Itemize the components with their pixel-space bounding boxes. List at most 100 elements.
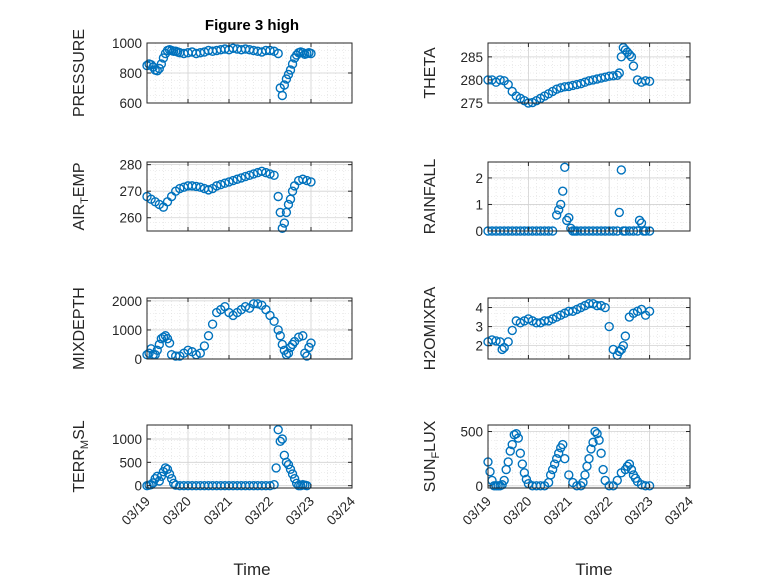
data-point — [644, 306, 655, 317]
data-point — [562, 215, 572, 226]
subplot-h2omixra: 2 3 4 H2OMIXRA — [422, 286, 691, 370]
y-axis-label: AIRTEMP — [71, 162, 91, 230]
data-point — [168, 478, 179, 489]
data-point — [164, 469, 175, 479]
x-axis-label-right: Time — [575, 560, 612, 579]
data-point — [304, 342, 314, 353]
y-tick-label: 4 — [475, 301, 483, 316]
y-axis-label-part: SL — [71, 420, 88, 440]
data-point — [624, 49, 635, 60]
data-series — [142, 43, 316, 101]
data-point — [265, 480, 275, 491]
data-point — [503, 79, 513, 90]
data-point — [521, 474, 532, 485]
data-point — [203, 331, 214, 341]
data-point — [604, 321, 614, 332]
data-point — [203, 185, 214, 195]
subplot-rainfall: 0 1 2 RAINFALL — [422, 159, 691, 239]
data-point — [614, 207, 624, 218]
data-point — [248, 169, 259, 179]
y-tick-label: 260 — [119, 211, 142, 226]
data-point — [586, 444, 596, 454]
data-point — [503, 337, 513, 347]
data-point — [154, 63, 165, 74]
data-point — [485, 467, 495, 477]
data-point — [164, 338, 175, 348]
data-series — [142, 299, 316, 361]
data-point — [287, 469, 298, 479]
data-point — [594, 435, 604, 445]
data-point — [306, 177, 316, 187]
data-point — [499, 475, 509, 486]
data-point — [576, 78, 586, 89]
data-point — [558, 186, 568, 196]
data-point — [236, 173, 247, 183]
x-axis-label-left: Time — [233, 560, 270, 579]
data-point — [232, 174, 242, 184]
axes-box — [146, 297, 353, 360]
data-point — [614, 68, 624, 78]
data-point — [306, 338, 316, 348]
axes-box — [146, 424, 353, 489]
data-point — [211, 181, 222, 191]
y-tick-label: 280 — [460, 73, 483, 88]
y-tick-label: 800 — [119, 66, 142, 81]
y-tick-label: 1000 — [112, 432, 142, 447]
subplot-pressure: 600 800 1000 PRESSURE — [71, 29, 353, 117]
data-point — [253, 299, 263, 309]
data-point — [549, 459, 560, 469]
data-point — [216, 179, 226, 190]
data-point — [560, 162, 570, 173]
data-point — [285, 65, 296, 75]
y-tick-label: 285 — [460, 50, 483, 65]
data-point — [545, 470, 556, 480]
data-point — [275, 436, 285, 447]
data-point — [503, 457, 513, 467]
y-tick-label: 1000 — [112, 323, 142, 338]
data-point — [244, 170, 255, 180]
data-point — [199, 341, 210, 351]
data-point — [277, 339, 287, 350]
data-point — [271, 463, 281, 473]
data-point — [556, 199, 566, 210]
data-series — [142, 166, 316, 234]
subplot-theta: 275 280 285 THETA — [422, 42, 691, 111]
subplot-mixdepth: 0 1000 2000 MIXDEPTH — [71, 287, 353, 370]
data-point — [598, 464, 608, 475]
y-tick-label: 1 — [475, 197, 483, 212]
data-point — [240, 171, 251, 182]
y-axis-label-part: SUN — [422, 459, 439, 493]
y-axis-label: SUNFLUX — [422, 420, 442, 492]
data-point — [584, 453, 594, 464]
data-point — [564, 470, 574, 480]
data-point — [269, 316, 279, 326]
y-tick-label: 2000 — [112, 294, 142, 309]
data-point — [505, 446, 515, 456]
y-tick-label: 600 — [119, 96, 142, 111]
data-point — [592, 428, 602, 439]
data-point — [195, 348, 206, 358]
data-point — [156, 59, 167, 69]
data-point — [207, 319, 218, 329]
y-axis-label: MIXDEPTH — [71, 287, 88, 370]
y-tick-label: 0 — [134, 479, 142, 494]
data-point — [166, 473, 177, 484]
data-point — [302, 175, 312, 186]
data-point — [497, 344, 507, 355]
data-point — [273, 48, 283, 59]
data-point — [612, 475, 622, 486]
data-point — [287, 59, 298, 69]
y-axis-label: RAINFALL — [422, 159, 439, 235]
data-point — [626, 52, 637, 62]
data-point — [554, 205, 564, 215]
y-tick-label: 500 — [119, 455, 142, 470]
y-axis-label: H2OMIXRA — [422, 286, 439, 370]
data-point — [519, 468, 530, 478]
data-point — [156, 471, 167, 482]
y-axis-label-part: TERR — [71, 449, 88, 493]
data-point — [513, 433, 523, 443]
data-point — [604, 481, 614, 491]
data-point — [279, 80, 290, 90]
data-point — [162, 333, 173, 344]
